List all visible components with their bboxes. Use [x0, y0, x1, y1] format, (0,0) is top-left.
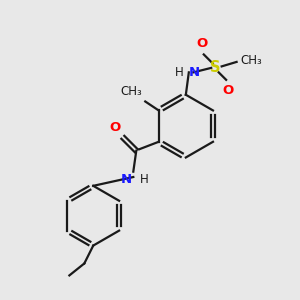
Text: O: O [222, 84, 233, 97]
Text: N: N [121, 173, 132, 186]
Text: H: H [140, 173, 148, 186]
Text: CH₃: CH₃ [121, 85, 142, 98]
Text: N: N [189, 66, 200, 79]
Text: O: O [196, 37, 208, 50]
Text: CH₃: CH₃ [241, 54, 262, 67]
Text: O: O [109, 121, 121, 134]
Text: S: S [210, 60, 221, 75]
Text: H: H [175, 66, 183, 79]
